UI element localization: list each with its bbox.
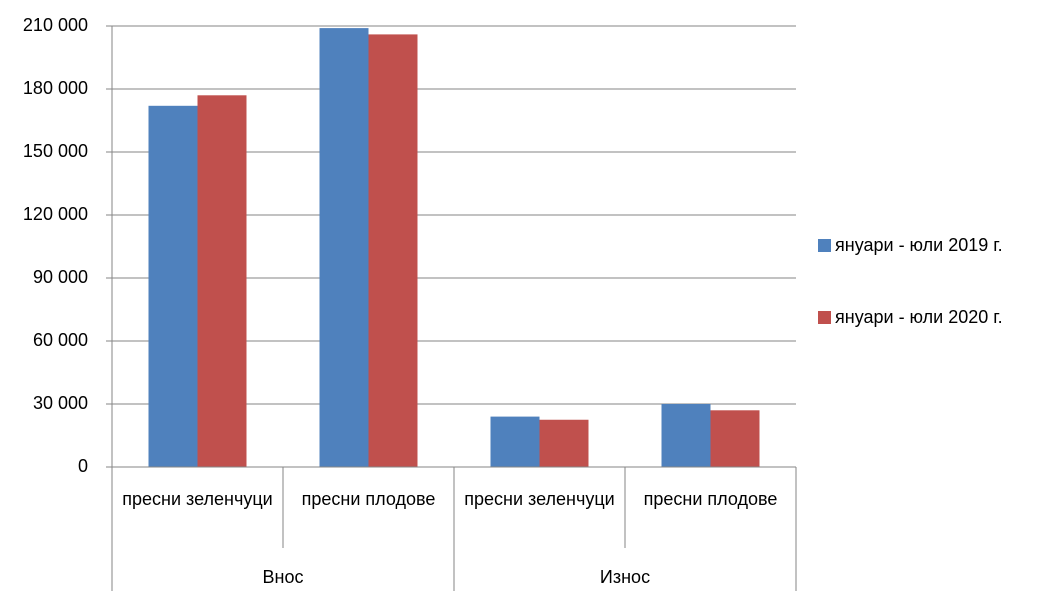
bar <box>539 419 589 467</box>
x-tick-label: пресни плодове <box>302 489 436 509</box>
y-tick-label: 120 000 <box>23 204 88 224</box>
bar <box>368 34 418 468</box>
y-tick-label: 210 000 <box>23 15 88 35</box>
x-tick-label: пресни плодове <box>644 489 778 509</box>
group-label: Износ <box>600 567 650 587</box>
bar <box>197 95 247 468</box>
y-tick-label: 150 000 <box>23 141 88 161</box>
y-tick-label: 30 000 <box>33 393 88 413</box>
group-label: Внос <box>263 567 304 587</box>
bar <box>319 28 369 467</box>
bar <box>490 416 540 467</box>
y-tick-label: 90 000 <box>33 267 88 287</box>
y-tick-label: 180 000 <box>23 78 88 98</box>
legend-swatch <box>818 239 831 252</box>
bar <box>710 410 760 467</box>
y-tick-label: 60 000 <box>33 330 88 350</box>
bar <box>148 105 198 468</box>
legend-label: януари - юли 2020 г. <box>835 307 1003 327</box>
legend-swatch <box>818 311 831 324</box>
y-tick-label: 0 <box>78 456 88 476</box>
x-tick-label: пресни зеленчуци <box>122 489 272 509</box>
legend-label: януари - юли 2019 г. <box>835 235 1003 255</box>
bar <box>661 404 711 467</box>
x-tick-label: пресни зеленчуци <box>464 489 614 509</box>
